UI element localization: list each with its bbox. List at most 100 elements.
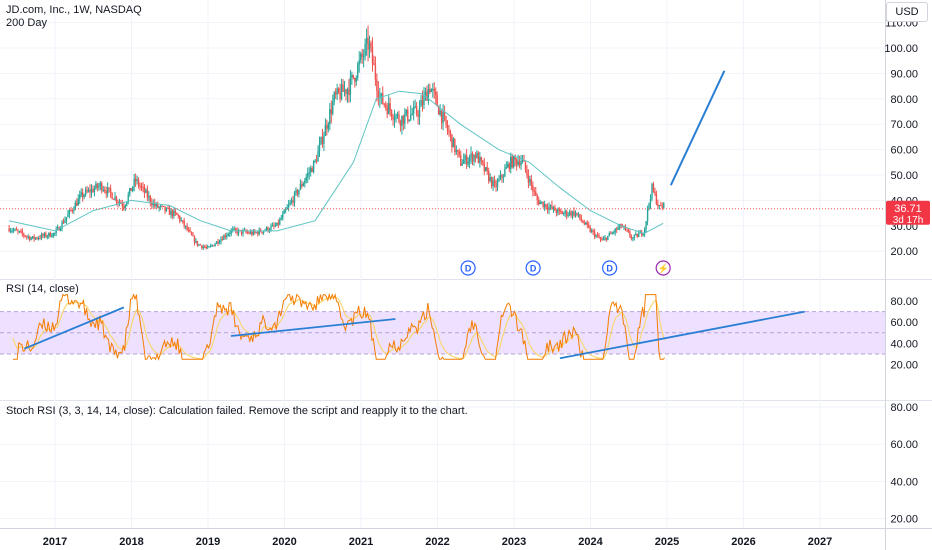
candle-body bbox=[284, 209, 287, 211]
candle-body bbox=[635, 233, 637, 235]
candle-body bbox=[54, 232, 56, 234]
candle-body bbox=[181, 220, 184, 222]
candle-body bbox=[140, 186, 143, 188]
candle-body bbox=[134, 178, 137, 182]
rsi-trendline[interactable] bbox=[230, 318, 396, 337]
candle-body bbox=[95, 183, 97, 189]
candle-body bbox=[152, 202, 154, 206]
candle-body bbox=[249, 231, 252, 234]
candle-body bbox=[377, 91, 380, 99]
candle-body bbox=[145, 190, 147, 193]
candle-body bbox=[629, 231, 631, 237]
candle-body bbox=[183, 220, 185, 227]
candle-body bbox=[282, 213, 284, 219]
candle-body bbox=[404, 114, 406, 124]
time-axis-label: 2017 bbox=[43, 536, 67, 548]
candle-body bbox=[70, 210, 72, 212]
candle-body bbox=[595, 235, 597, 237]
candle-body bbox=[204, 246, 206, 248]
candle-body bbox=[661, 206, 663, 208]
candle-body bbox=[570, 211, 572, 216]
candle-body bbox=[580, 218, 583, 221]
candle-body bbox=[636, 233, 638, 237]
dividend-marker[interactable] bbox=[602, 260, 618, 276]
candle-body bbox=[551, 205, 553, 209]
candle-body bbox=[417, 113, 419, 117]
candle-body bbox=[142, 186, 144, 188]
stoch-rsi-indicator-label[interactable]: Stoch RSI (3, 3, 14, 14, close): Calcula… bbox=[6, 405, 468, 417]
candle-body bbox=[358, 60, 360, 65]
candle-body bbox=[61, 221, 63, 229]
dividend-marker[interactable] bbox=[525, 260, 541, 276]
candle-body bbox=[39, 237, 41, 239]
rsi-indicator-label[interactable]: RSI (14, close) bbox=[6, 283, 79, 295]
candle-body bbox=[405, 109, 408, 115]
projection-trendline[interactable] bbox=[669, 70, 726, 186]
candle-body bbox=[479, 157, 481, 164]
price-axis-label: 90.00 bbox=[890, 68, 918, 80]
candle-body bbox=[318, 143, 321, 152]
candle-body bbox=[480, 157, 483, 161]
candle-body bbox=[217, 241, 219, 244]
candle-body bbox=[610, 233, 612, 235]
currency-button[interactable]: USD bbox=[886, 2, 928, 22]
candle-body bbox=[334, 92, 337, 95]
candle-body bbox=[649, 198, 652, 204]
candle-body bbox=[601, 239, 603, 241]
candle-body bbox=[277, 222, 280, 225]
earnings-marker[interactable] bbox=[655, 260, 671, 276]
candle-body bbox=[48, 232, 50, 237]
candle-body bbox=[507, 163, 509, 167]
price-badge-countdown: 3d 17h bbox=[893, 215, 924, 226]
candle-body bbox=[123, 206, 125, 209]
candle-body bbox=[533, 191, 536, 193]
candle-body bbox=[352, 74, 355, 79]
candle-body bbox=[563, 213, 565, 215]
candle-body bbox=[451, 134, 453, 148]
candle-body bbox=[387, 103, 390, 114]
candle-body bbox=[271, 225, 274, 227]
candle-body bbox=[251, 231, 253, 235]
candle-body bbox=[90, 188, 93, 193]
candle-body bbox=[614, 228, 616, 233]
candle-body bbox=[233, 228, 235, 230]
candle-body bbox=[504, 168, 506, 177]
candle-body bbox=[518, 161, 521, 166]
candle-body bbox=[148, 196, 150, 198]
candle-body bbox=[552, 206, 555, 209]
candle-body bbox=[212, 245, 215, 247]
candle-body bbox=[548, 206, 550, 210]
candle-body bbox=[449, 132, 452, 135]
candle-body bbox=[211, 245, 213, 247]
candle-body bbox=[585, 222, 587, 225]
candle-body bbox=[365, 37, 368, 44]
candle-body bbox=[17, 230, 19, 232]
candle-body bbox=[593, 231, 596, 237]
candle-body bbox=[348, 88, 350, 95]
candle-body bbox=[599, 237, 602, 240]
candle-body bbox=[505, 166, 508, 169]
candle-body bbox=[536, 195, 538, 201]
candle-body bbox=[174, 210, 177, 213]
candle-body bbox=[501, 174, 503, 178]
moving-average-label[interactable]: 200 Day bbox=[6, 17, 47, 29]
candle-body bbox=[621, 226, 624, 228]
candle-body bbox=[540, 201, 543, 203]
candle-body bbox=[112, 199, 115, 201]
candle-body bbox=[171, 210, 174, 217]
candle-body bbox=[483, 162, 485, 171]
dividend-marker[interactable] bbox=[460, 260, 476, 276]
candle-body bbox=[139, 185, 141, 187]
candle-body bbox=[83, 194, 85, 198]
rsi-trendline[interactable] bbox=[24, 306, 125, 350]
candle-body bbox=[118, 202, 121, 204]
candle-body bbox=[412, 107, 415, 114]
rsi-trendline[interactable] bbox=[559, 310, 805, 360]
rsi-axis-label: 20.00 bbox=[890, 360, 918, 372]
candle-body bbox=[490, 177, 493, 187]
time-axis-label: 2019 bbox=[196, 536, 220, 548]
candle-body bbox=[477, 152, 480, 164]
candle-body bbox=[340, 84, 343, 100]
